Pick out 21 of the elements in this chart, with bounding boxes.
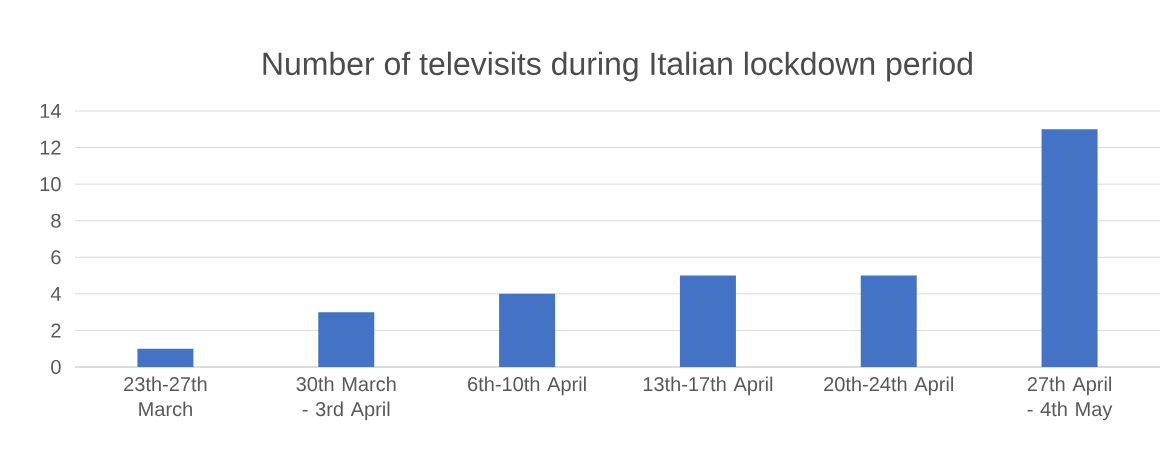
bar bbox=[499, 293, 556, 367]
bar bbox=[137, 348, 194, 367]
y-tick-label: 12 bbox=[40, 140, 61, 155]
y-tick-label: 0 bbox=[51, 359, 61, 375]
bar bbox=[1041, 129, 1098, 367]
y-tick-label: 8 bbox=[51, 213, 61, 228]
bar bbox=[318, 312, 375, 367]
chart-title: Number of televisits during Italian lockdown period bbox=[263, 51, 972, 82]
x-tick-label: 20th-24th April bbox=[824, 376, 953, 396]
y-tick-label: 4 bbox=[50, 286, 61, 301]
x-tick-label: 27th April - 4th May bbox=[1027, 376, 1113, 421]
x-tick-label: 30th March - 3rd April bbox=[296, 376, 396, 421]
x-tick-label: 23th-27th March bbox=[124, 376, 207, 417]
bar bbox=[860, 275, 917, 367]
y-tick-label: 6 bbox=[51, 250, 61, 265]
bar bbox=[679, 275, 736, 367]
y-tick-label: 10 bbox=[40, 177, 61, 192]
y-tick-label: 2 bbox=[51, 323, 61, 338]
y-tick-label: 14 bbox=[40, 104, 61, 118]
x-tick-label: 13th-17th April bbox=[643, 376, 773, 396]
x-tick-label: 6th-10th April bbox=[468, 376, 586, 396]
